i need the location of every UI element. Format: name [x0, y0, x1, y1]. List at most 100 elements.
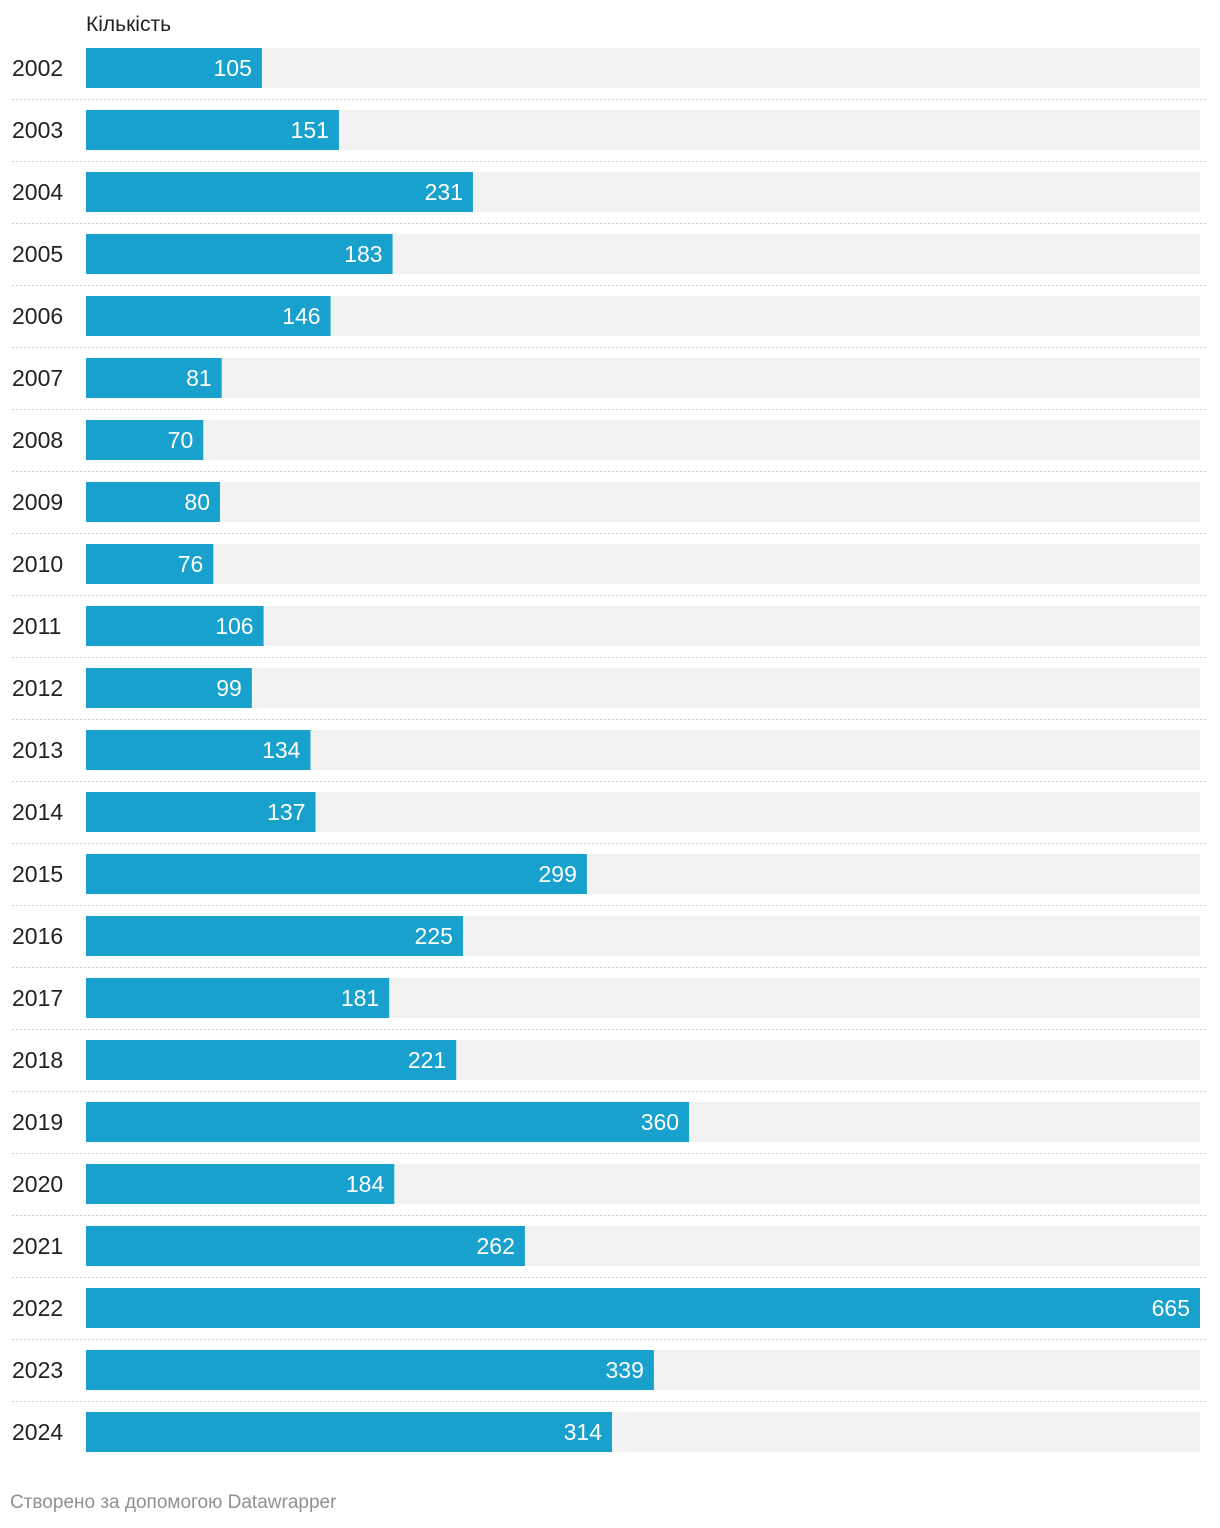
year-label-2022: 2022	[12, 1295, 63, 1321]
bar-2017	[86, 978, 390, 1018]
bar-2023	[86, 1350, 654, 1390]
value-label-2006: 146	[282, 303, 320, 329]
bar-row-2008: 2008 70	[12, 420, 1208, 472]
bar-row-2007: 2007 81	[12, 358, 1208, 410]
bar-track-2009	[86, 482, 1200, 522]
bar-2006	[86, 296, 331, 336]
bar-2011	[86, 606, 264, 646]
datawrapper-credit: Створено за допомогою Datawrapper	[10, 1492, 337, 1513]
value-label-2020: 184	[346, 1171, 385, 1197]
bar-track-2010	[86, 544, 1200, 584]
value-label-2004: 231	[425, 179, 463, 205]
year-label-2023: 2023	[12, 1357, 63, 1383]
value-label-2021: 262	[477, 1233, 515, 1259]
bar-2008	[86, 420, 204, 460]
value-label-2024: 314	[564, 1419, 603, 1445]
bar-2004	[86, 172, 473, 212]
value-label-2010: 76	[178, 551, 204, 577]
column-header: Кількість	[86, 13, 171, 36]
bar-track-2002	[86, 48, 1200, 88]
bar-row-2022: 2022 665	[12, 1288, 1208, 1340]
value-label-2019: 360	[641, 1109, 679, 1135]
bar-row-2017: 2017 181	[12, 978, 1208, 1030]
bar-row-2016: 2016 225	[12, 916, 1208, 968]
year-label-2021: 2021	[12, 1233, 63, 1259]
bar-row-2004: 2004 231	[12, 172, 1208, 224]
bar-track-2008	[86, 420, 1200, 460]
year-label-2019: 2019	[12, 1109, 63, 1135]
value-label-2014: 137	[267, 799, 305, 825]
bar-track-2011	[86, 606, 1200, 646]
bar-row-2005: 2005 183	[12, 234, 1208, 286]
bar-2018	[86, 1040, 457, 1080]
bar-2003	[86, 110, 339, 150]
bar-2013	[86, 730, 311, 770]
year-label-2005: 2005	[12, 241, 63, 267]
bar-row-2010: 2010 76	[12, 544, 1208, 596]
bar-2016	[86, 916, 463, 956]
bar-track-2007	[86, 358, 1200, 398]
year-label-2014: 2014	[12, 799, 63, 825]
value-label-2016: 225	[415, 923, 453, 949]
year-label-2008: 2008	[12, 427, 63, 453]
bar-2019	[86, 1102, 690, 1142]
value-label-2009: 80	[184, 489, 210, 515]
year-label-2004: 2004	[12, 179, 63, 205]
bar-row-2015: 2015 299	[12, 854, 1208, 906]
value-label-2015: 299	[539, 861, 577, 887]
year-label-2011: 2011	[12, 613, 61, 639]
value-label-2003: 151	[291, 117, 329, 143]
bar-2002	[86, 48, 262, 88]
year-label-2020: 2020	[12, 1171, 63, 1197]
year-label-2017: 2017	[12, 985, 63, 1011]
year-label-2009: 2009	[12, 489, 63, 515]
value-label-2005: 183	[344, 241, 382, 267]
year-label-2003: 2003	[12, 117, 63, 143]
bar-row-2013: 2013 134	[12, 730, 1208, 782]
year-label-2007: 2007	[12, 365, 63, 391]
bar-2020	[86, 1164, 395, 1204]
bar-2012	[86, 668, 252, 708]
value-label-2018: 221	[408, 1047, 446, 1073]
bar-2021	[86, 1226, 525, 1266]
year-label-2002: 2002	[12, 55, 63, 81]
value-label-2022: 665	[1152, 1295, 1190, 1321]
year-label-2024: 2024	[12, 1419, 63, 1445]
bar-2014	[86, 792, 316, 832]
value-label-2008: 70	[168, 427, 194, 453]
value-label-2017: 181	[341, 985, 379, 1011]
bar-2005	[86, 234, 393, 274]
bar-2024	[86, 1412, 613, 1452]
bar-2010	[86, 544, 214, 584]
year-label-2006: 2006	[12, 303, 63, 329]
bar-row-2011: 2011 106	[12, 606, 1208, 658]
value-label-2002: 105	[214, 55, 252, 81]
bar-row-2024: 2024 314	[12, 1412, 1200, 1452]
year-label-2013: 2013	[12, 737, 63, 763]
bar-2022	[86, 1288, 1200, 1328]
bar-row-2023: 2023 339	[12, 1350, 1208, 1402]
bar-row-2003: 2003 151	[12, 110, 1208, 162]
year-label-2015: 2015	[12, 861, 63, 887]
year-label-2010: 2010	[12, 551, 63, 577]
year-label-2012: 2012	[12, 675, 63, 701]
value-label-2007: 81	[186, 365, 212, 391]
year-label-2018: 2018	[12, 1047, 63, 1073]
bar-2007	[86, 358, 222, 398]
bar-row-2009: 2009 80	[12, 482, 1208, 534]
bar-row-2006: 2006 146	[12, 296, 1208, 348]
value-label-2011: 106	[215, 613, 253, 639]
bar-row-2014: 2014 137	[12, 792, 1208, 844]
bar-row-2021: 2021 262	[12, 1226, 1208, 1278]
bar-track-2012	[86, 668, 1200, 708]
value-label-2023: 339	[606, 1357, 644, 1383]
bar-row-2012: 2012 99	[12, 668, 1208, 720]
bar-row-2020: 2020 184	[12, 1164, 1208, 1216]
bar-row-2002: 2002 105	[12, 48, 1208, 100]
value-label-2013: 134	[262, 737, 301, 763]
bar-2015	[86, 854, 587, 894]
year-label-2016: 2016	[12, 923, 63, 949]
value-label-2012: 99	[216, 675, 242, 701]
bar-2009	[86, 482, 221, 522]
